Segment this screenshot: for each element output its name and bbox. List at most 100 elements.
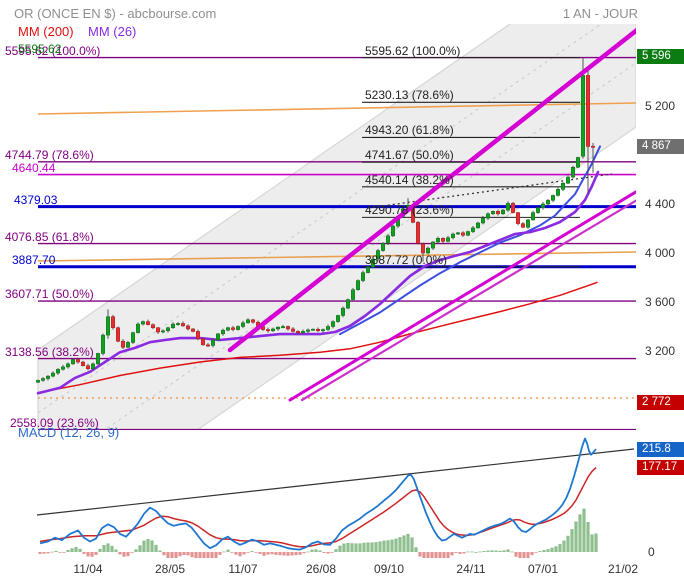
- macd-hist-neg: [526, 552, 530, 558]
- macd-hist-neg: [182, 552, 186, 556]
- candle-up: [301, 331, 305, 334]
- macd-hist-neg: [282, 552, 286, 556]
- candle-down: [111, 316, 115, 328]
- candle-up: [566, 176, 570, 184]
- candle-up: [501, 209, 505, 215]
- macd-hist-pos: [486, 550, 490, 552]
- candle-up: [221, 329, 225, 335]
- macd-hist-neg: [326, 552, 330, 554]
- date-axis-label[interactable]: 26/08: [305, 562, 337, 576]
- macd-hist-pos: [74, 546, 78, 552]
- candle-down: [231, 327, 235, 330]
- legend-mm26[interactable]: MM (26): [88, 24, 137, 39]
- price-panel[interactable]: [36, 0, 684, 540]
- macd-hist-pos: [314, 549, 318, 552]
- macd-hist-neg: [454, 552, 458, 553]
- date-axis-label[interactable]: 07/01: [527, 562, 559, 576]
- macd-hist-neg: [46, 552, 50, 554]
- macd-hist-pos: [398, 537, 402, 552]
- candle-up: [216, 333, 220, 341]
- candle-up: [236, 326, 240, 330]
- candle-down: [296, 331, 300, 334]
- candle-up: [581, 75, 585, 157]
- macd-hist-pos: [498, 550, 502, 552]
- fast-ma-curve: [339, 145, 601, 336]
- macd-hist-pos: [594, 533, 598, 552]
- candle-up: [141, 321, 145, 325]
- date-axis-label[interactable]: 11/07: [228, 562, 258, 576]
- macd-hist-neg: [286, 552, 290, 556]
- candle-down: [181, 323, 185, 327]
- macd-hist-neg: [194, 552, 198, 558]
- candle-up: [271, 328, 275, 332]
- date-axis-label[interactable]: 24/11: [456, 562, 486, 576]
- macd-hist-neg: [126, 552, 130, 557]
- macd-hist-neg: [230, 552, 234, 553]
- candle-up: [36, 380, 40, 383]
- date-axis-label[interactable]: 21/02: [607, 562, 639, 576]
- macd-hist-pos: [554, 546, 558, 552]
- aux-line: [37, 102, 636, 115]
- macd-hist-pos: [106, 543, 110, 552]
- candle-up: [536, 207, 540, 213]
- macd-hist-neg: [206, 552, 210, 558]
- macd-hist-neg: [278, 552, 282, 556]
- macd-hist-neg: [290, 552, 294, 556]
- macd-hist-neg: [162, 552, 166, 556]
- macd-hist-pos: [386, 540, 390, 552]
- date-axis-label[interactable]: 09/10: [373, 562, 405, 576]
- fib-center-label: 4540.14 (38.2%): [365, 173, 454, 187]
- candle-up: [491, 211, 495, 215]
- price-badge: 2 772: [637, 395, 684, 410]
- fib-left-label: 4640.44: [12, 161, 56, 175]
- macd-hist-neg: [450, 552, 454, 556]
- candle-up: [476, 222, 480, 229]
- candle-up: [51, 372, 55, 377]
- macd-hist-pos: [502, 550, 506, 552]
- candle-up: [176, 323, 180, 325]
- fib-left-label: 2558.09 (23.6%): [10, 416, 99, 430]
- macd-hist-neg: [254, 552, 258, 553]
- macd-hist-pos: [250, 551, 254, 552]
- macd-hist-neg: [170, 552, 174, 558]
- macd-hist-neg: [218, 552, 222, 555]
- legend-mm200[interactable]: MM (200): [18, 24, 74, 39]
- timeframe-label[interactable]: 1 AN - JOUR: [562, 6, 638, 21]
- macd-panel[interactable]: [36, 437, 635, 571]
- candle-up: [336, 315, 340, 322]
- candle-up: [431, 241, 435, 249]
- candle-down: [146, 321, 150, 325]
- macd-hist-pos: [542, 550, 546, 552]
- candle-down: [496, 211, 500, 215]
- macd-hist-neg: [418, 552, 422, 557]
- candle-up: [526, 219, 530, 228]
- candle-down: [86, 365, 90, 370]
- macd-hist-pos: [226, 549, 230, 552]
- candle-up: [571, 167, 575, 178]
- macd-hist-neg: [202, 552, 206, 558]
- macd-hist-neg: [82, 552, 86, 554]
- candle-up: [376, 250, 380, 260]
- candle-down: [251, 319, 255, 323]
- fib-center-label: 4290.78 (23.6%): [365, 203, 454, 217]
- macd-hist-pos: [370, 542, 374, 552]
- macd-hist-neg: [430, 552, 434, 558]
- macd-zero-tick: 0: [648, 545, 655, 559]
- candle-up: [576, 157, 580, 168]
- candle-down: [186, 325, 190, 330]
- macd-hist-neg: [522, 552, 526, 558]
- macd-hist-neg: [38, 552, 42, 554]
- macd-hist-neg: [274, 552, 278, 555]
- macd-hist-neg: [178, 552, 182, 557]
- fib-left-label: 3887.70: [12, 253, 56, 267]
- macd-hist-pos: [510, 551, 514, 553]
- fib-left-label: 4744.79 (78.6%): [5, 148, 94, 162]
- macd-hist-pos: [478, 551, 482, 553]
- macd-hist-pos: [354, 543, 358, 552]
- date-axis-label[interactable]: 11/04: [73, 562, 103, 576]
- candle-up: [161, 330, 165, 333]
- date-axis-label[interactable]: 28/05: [154, 562, 186, 576]
- channel-midline: [37, 24, 603, 414]
